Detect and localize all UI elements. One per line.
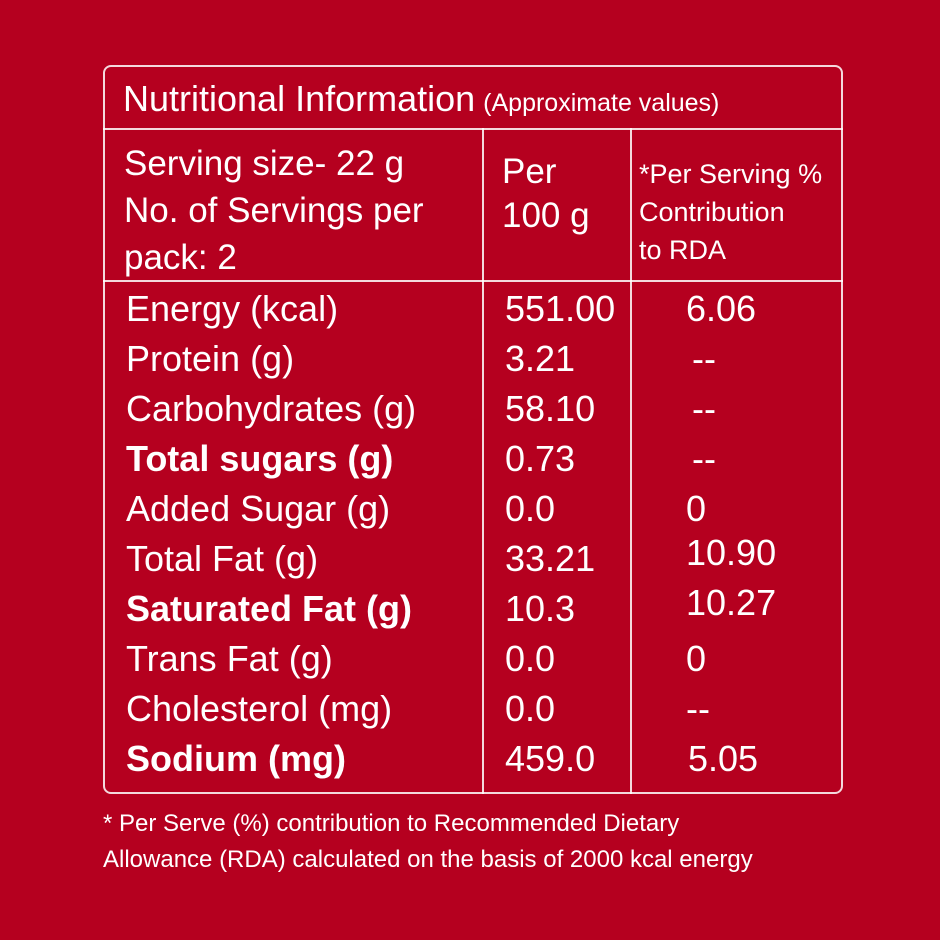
rda-value: -- (692, 438, 716, 479)
footnote-line2: Allowance (RDA) calculated on the basis … (103, 846, 753, 873)
table-row: Total sugars (g) 0.73 -- (0, 438, 940, 488)
table-row: Trans Fat (g) 0.0 0 (0, 638, 940, 688)
servings-per-pack-label: No. of Servings per (124, 191, 424, 230)
per-100g-header: Per 100 g (502, 150, 622, 238)
rda-value: 5.05 (688, 738, 759, 779)
rda-value: -- (692, 388, 716, 429)
nutrient-name: Protein (g) (126, 338, 295, 379)
title-text: Nutritional Information (123, 78, 476, 119)
table-row: Total Fat (g) 33.21 10.90 (0, 532, 940, 588)
per-100g-value: 551.00 (505, 288, 616, 329)
per-100g-value: 0.0 (505, 638, 556, 679)
per-100g-header-line2: 100 g (502, 196, 590, 235)
rda-value: -- (692, 338, 716, 379)
table-row: Energy (kcal) 551.00 6.06 (0, 288, 940, 338)
per-100g-value: 0.0 (505, 488, 556, 529)
per-100g-header-line1: Per (502, 152, 557, 191)
per-100g-value: 459.0 (505, 738, 596, 779)
rda-footnote: * Per Serve (%) contribution to Recommen… (103, 806, 863, 878)
per-100g-value: 0.73 (505, 438, 576, 479)
servings-per-pack-value: pack: 2 (124, 238, 237, 277)
per-100g-value: 58.10 (505, 388, 596, 429)
nutrient-name: Cholesterol (mg) (126, 688, 393, 729)
rda-value: 0 (686, 638, 707, 679)
nutrient-name: Saturated Fat (g) (126, 588, 413, 629)
nutrient-name: Carbohydrates (g) (126, 388, 417, 429)
table-row: Sodium (mg) 459.0 5.05 (0, 738, 940, 788)
nutrient-name: Energy (kcal) (126, 288, 339, 329)
panel-title: Nutritional Information (Approximate valu… (123, 78, 719, 120)
rda-header-line2: Contribution (639, 197, 785, 227)
rda-value: 0 (686, 488, 707, 529)
nutrient-name: Total Fat (g) (126, 538, 319, 579)
table-row: Protein (g) 3.21 -- (0, 338, 940, 388)
per-100g-value: 0.0 (505, 688, 556, 729)
per-100g-value: 33.21 (505, 538, 596, 579)
nutrition-panel (103, 65, 843, 794)
per-100g-value: 10.3 (505, 588, 576, 629)
table-row: Added Sugar (g) 0.0 0 (0, 488, 940, 538)
rda-value: 10.90 (686, 532, 777, 573)
per-100g-value: 3.21 (505, 338, 576, 379)
column-divider-2 (630, 128, 632, 794)
nutrient-name: Total sugars (g) (126, 438, 394, 479)
serving-size: Serving size- 22 g (124, 144, 405, 183)
rda-header-line3: to RDA (639, 235, 727, 265)
rda-header: *Per Serving % Contribution to RDA (639, 155, 839, 269)
table-row: Carbohydrates (g) 58.10 -- (0, 388, 940, 438)
nutrient-name: Added Sugar (g) (126, 488, 391, 529)
title-divider (103, 128, 843, 130)
rda-value: 10.27 (686, 582, 777, 623)
rda-value: -- (686, 688, 710, 729)
table-row: Cholesterol (mg) 0.0 -- (0, 688, 940, 738)
nutrient-table: Energy (kcal) 551.00 6.06 Protein (g) 3.… (0, 288, 940, 788)
title-note: (Approximate values) (483, 89, 720, 117)
column-divider-1 (482, 128, 484, 794)
table-row: Saturated Fat (g) 10.3 10.27 (0, 582, 940, 638)
footnote-line1: * Per Serve (%) contribution to Recommen… (103, 810, 680, 837)
serving-info: Serving size- 22 g No. of Servings per p… (124, 140, 479, 281)
nutrient-name: Sodium (mg) (126, 738, 346, 779)
nutrient-name: Trans Fat (g) (126, 638, 333, 679)
rda-header-line1: *Per Serving % (639, 159, 823, 189)
header-divider (103, 280, 843, 282)
rda-value: 6.06 (686, 288, 757, 329)
